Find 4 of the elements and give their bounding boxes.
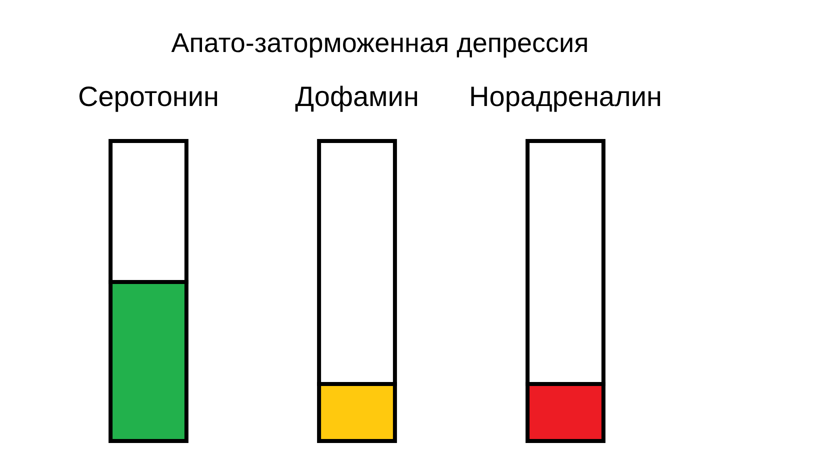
x-tick-label: Серотонин: [78, 81, 219, 112]
x-tick-label: Дофамин: [295, 81, 419, 112]
x-tick-label: Норадреналин: [469, 81, 662, 112]
chart-title: Апато-заторможенная депрессия: [171, 28, 589, 58]
